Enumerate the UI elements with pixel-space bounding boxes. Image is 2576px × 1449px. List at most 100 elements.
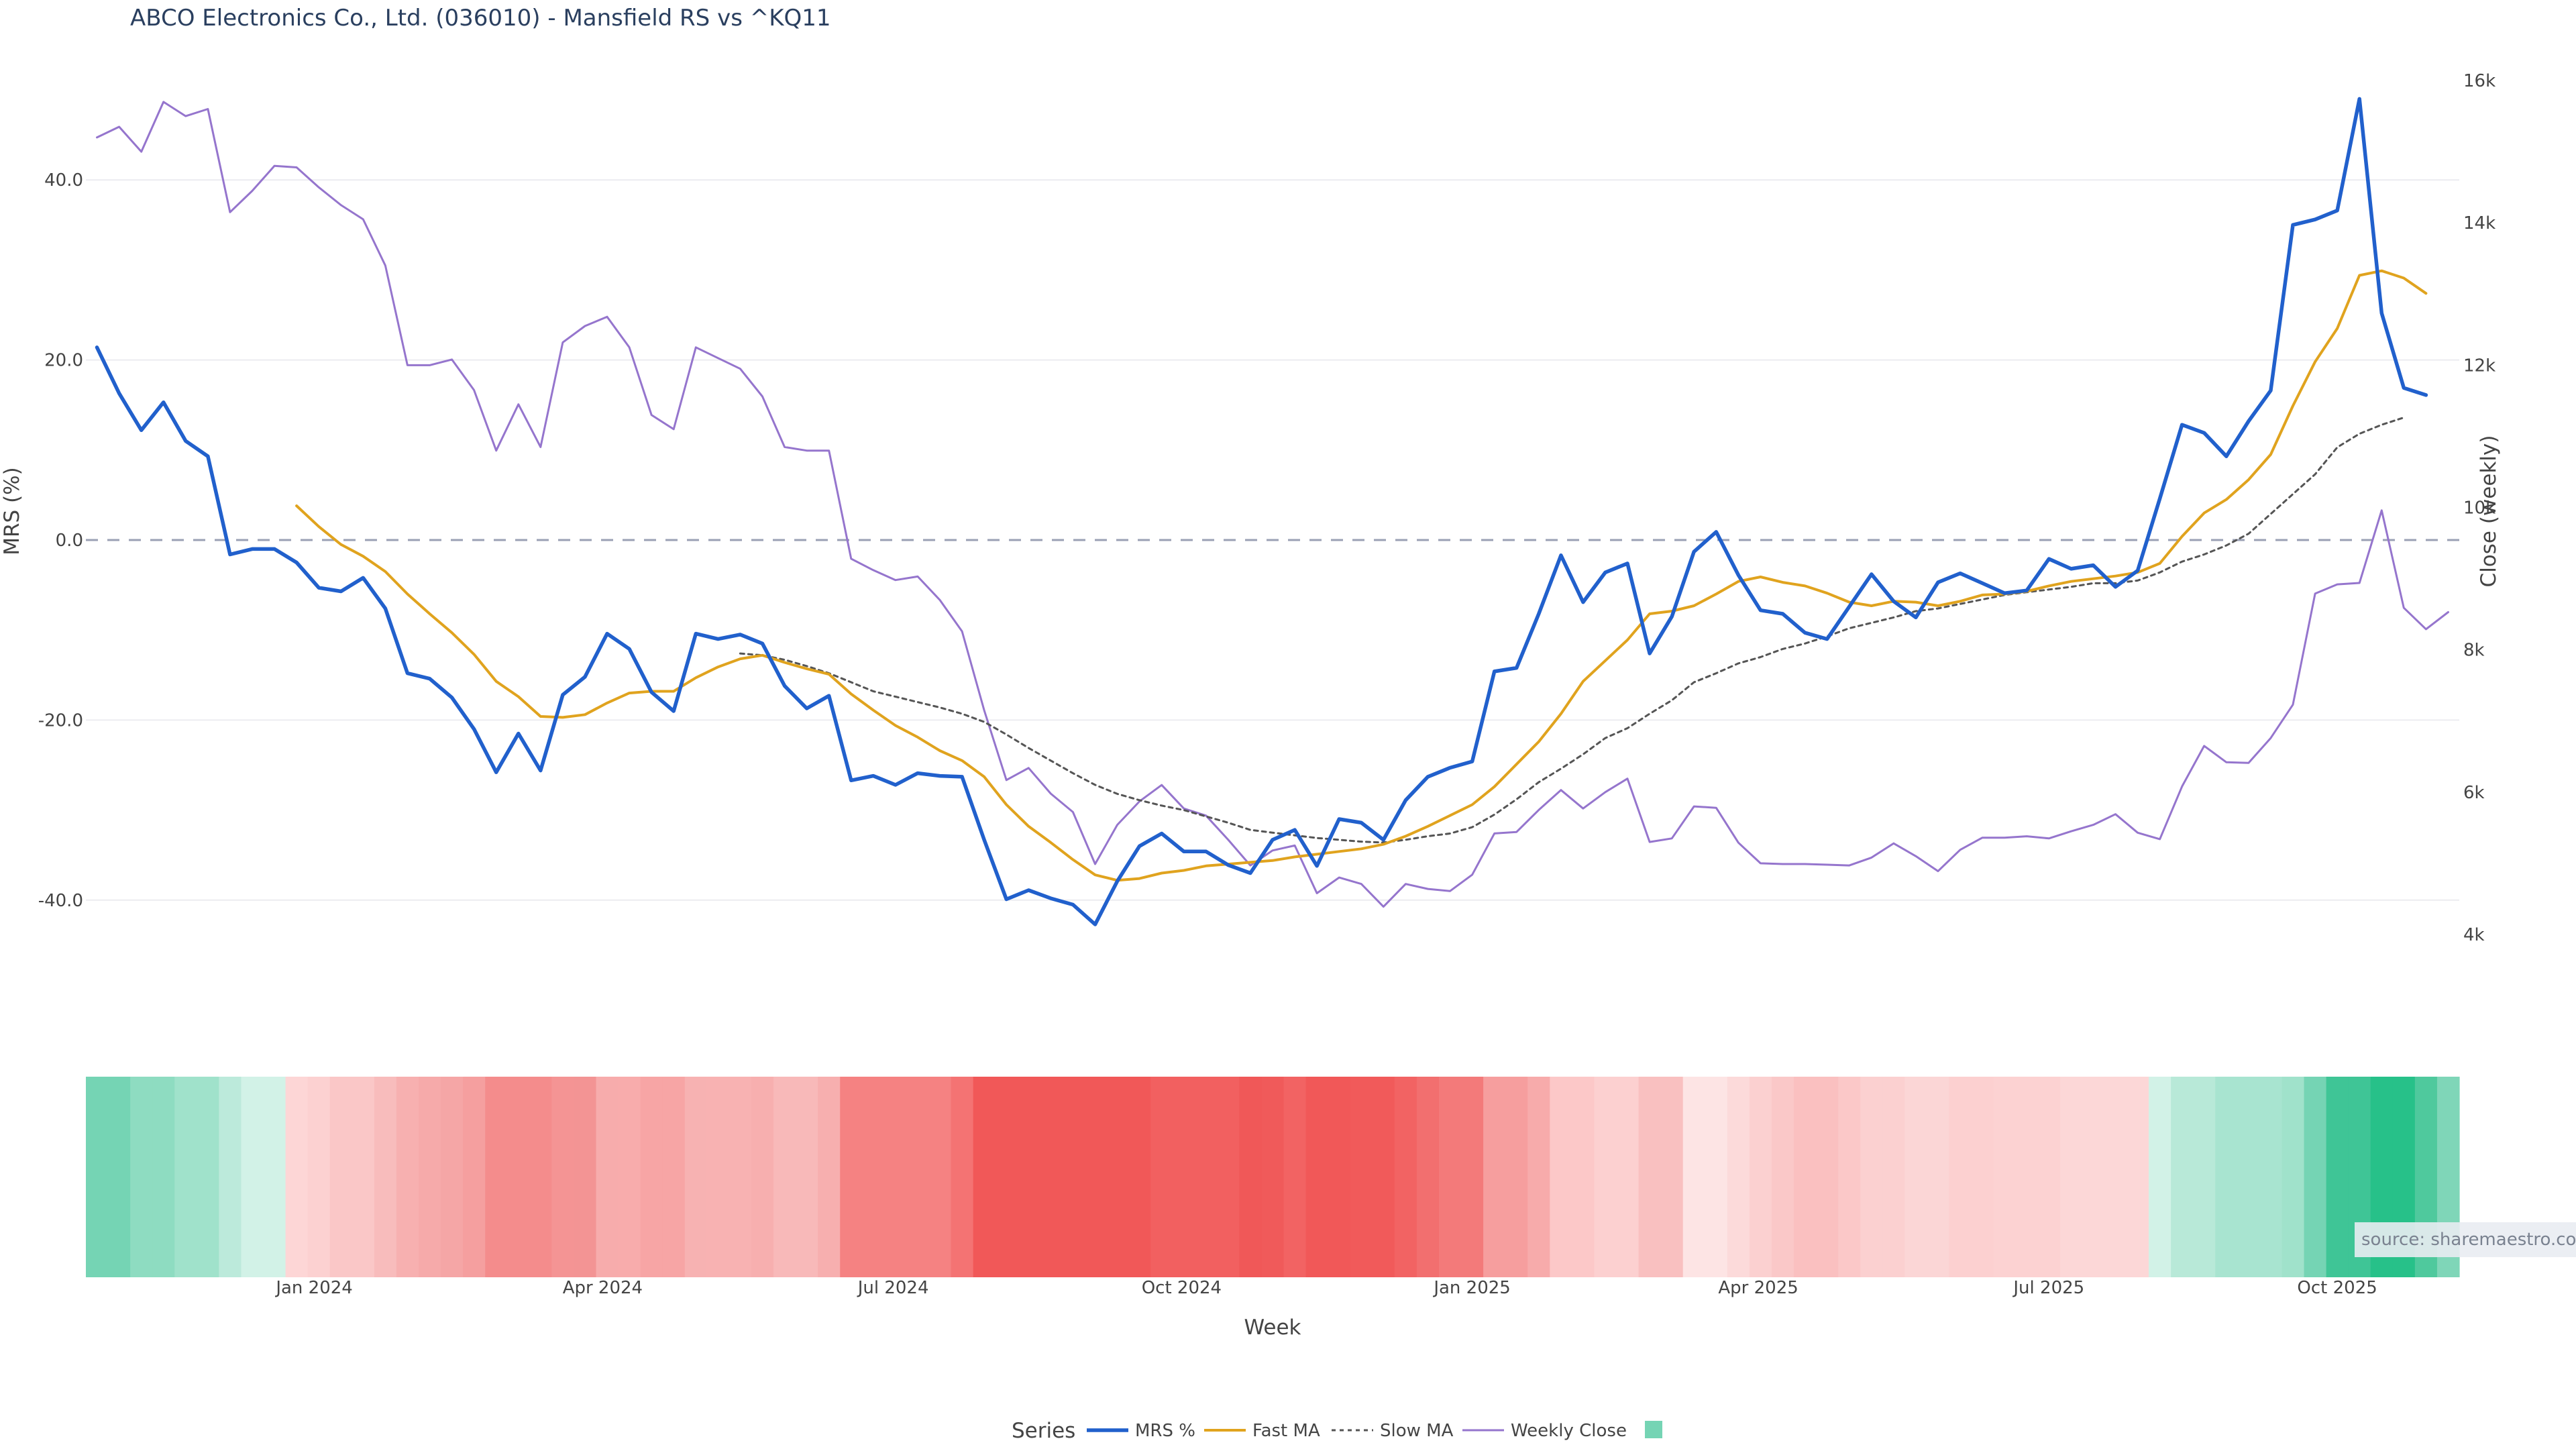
heatmap-cell — [1638, 1077, 1662, 1277]
heatmap-cell — [329, 1077, 353, 1277]
heatmap-cell — [374, 1077, 397, 1277]
heatmap-cell — [662, 1077, 686, 1277]
heatmap-cell — [174, 1077, 197, 1277]
x-tick-label: Jan 2025 — [1432, 1278, 1511, 1298]
heatmap-cell — [1927, 1077, 1950, 1277]
heatmap-cell — [1705, 1077, 1728, 1277]
series-line-fast-ma — [295, 269, 2428, 882]
heatmap-cell — [1838, 1077, 1861, 1277]
heatmap-cell — [684, 1077, 708, 1277]
series-line-mrs — [95, 97, 2428, 926]
left-tick-label: 0.0 — [56, 531, 83, 551]
series-line-weekly-close — [96, 101, 2449, 908]
heatmap-cell — [1904, 1077, 1928, 1277]
heatmap-cell — [86, 1077, 109, 1277]
source-box — [2355, 1222, 2576, 1257]
heatmap-cell — [2149, 1077, 2171, 1277]
heatmap-cell — [2015, 1077, 2039, 1277]
legend: Series MRS % Fast MA Slow MA Weekly Close — [1012, 1419, 1662, 1443]
heatmap-cell — [1438, 1077, 1462, 1277]
heatmap-cell — [108, 1077, 131, 1277]
heatmap-cell — [729, 1077, 752, 1277]
heatmap-cell — [2326, 1077, 2349, 1277]
legend-heatmap-swatch — [1645, 1421, 1662, 1438]
heatmap-cell — [796, 1077, 818, 1277]
heatmap-cell — [1195, 1077, 1218, 1277]
heatmap-cell — [2082, 1077, 2105, 1277]
heatmap-cell — [1173, 1077, 1195, 1277]
legend-label: MRS % — [1135, 1421, 1195, 1441]
heatmap-cell — [396, 1077, 419, 1277]
heatmap-cell — [751, 1077, 774, 1277]
heatmap-cell — [1749, 1077, 1772, 1277]
heatmap-cell — [818, 1077, 841, 1277]
heatmap-cell — [773, 1077, 796, 1277]
x-tick-label: Jul 2024 — [857, 1278, 929, 1298]
left-tick-label: 20.0 — [44, 351, 83, 371]
left-tick-label: -20.0 — [38, 710, 83, 731]
right-tick-label: 8k — [2463, 641, 2485, 661]
heatmap-cell — [840, 1077, 863, 1277]
grid-lines — [86, 179, 2459, 901]
heatmap-cell — [596, 1077, 619, 1277]
heatmap-cell — [2304, 1077, 2327, 1277]
heatmap-cell — [1394, 1077, 1417, 1277]
heatmap-cell — [1217, 1077, 1240, 1277]
heatmap-cell — [951, 1077, 974, 1277]
x-tick-label: Oct 2025 — [2297, 1278, 2377, 1298]
source-label: source: sharemaestro.com — [2361, 1230, 2576, 1250]
heatmap-cell — [1416, 1077, 1440, 1277]
heatmap-cell — [2127, 1077, 2149, 1277]
right-tick-label: 10k — [2463, 498, 2496, 519]
legend-title: Series — [1012, 1419, 1075, 1443]
heatmap-cell — [618, 1077, 641, 1277]
heatmap-cell — [1616, 1077, 1640, 1277]
heatmap-cell — [197, 1077, 219, 1277]
heatmap-cell — [1350, 1077, 1373, 1277]
series-lines — [95, 97, 2449, 926]
heatmap-cell — [2037, 1077, 2061, 1277]
x-tick-label: Jul 2025 — [2012, 1278, 2084, 1298]
heatmap-cell — [1017, 1077, 1040, 1277]
right-axis-ticks: 16k 14k 12k 10k 8k 6k 4k — [2463, 71, 2496, 945]
heatmap-cell — [2059, 1077, 2083, 1277]
heatmap-cell — [1572, 1077, 1595, 1277]
heatmap-cell — [973, 1077, 996, 1277]
legend-label: Weekly Close — [1511, 1421, 1627, 1441]
heatmap-cell — [1061, 1077, 1085, 1277]
right-tick-label: 14k — [2463, 213, 2496, 233]
left-axis-title: MRS (%) — [0, 467, 24, 555]
heatmap-cell — [1283, 1077, 1307, 1277]
left-tick-label: 40.0 — [44, 170, 83, 191]
heatmap-cell — [1660, 1077, 1684, 1277]
heatmap-cell — [1682, 1077, 1706, 1277]
heatmap-cell — [1328, 1077, 1351, 1277]
legend-label: Slow MA — [1380, 1421, 1454, 1441]
heatmap-cell — [1128, 1077, 1151, 1277]
heatmap-cell — [263, 1077, 286, 1277]
heatmap-cell — [1993, 1077, 2017, 1277]
heatmap-cell — [906, 1077, 930, 1277]
right-axis-title: Close (weekly) — [2477, 435, 2501, 588]
heatmap-cell — [640, 1077, 663, 1277]
heatmap-cell — [1527, 1077, 1550, 1277]
heatmap-cell — [1039, 1077, 1063, 1277]
heatmap-cell — [507, 1077, 530, 1277]
heatmap-cell — [285, 1077, 309, 1277]
heatmap-cell — [463, 1077, 486, 1277]
heatmap-cell — [2282, 1077, 2305, 1277]
x-axis-ticks: Jan 2024 Apr 2024 Jul 2024 Oct 2024 Jan 2025… — [274, 1278, 2377, 1298]
heatmap-cell — [1794, 1077, 1817, 1277]
heatmap-cell — [2237, 1077, 2261, 1277]
heatmap-cell — [352, 1077, 375, 1277]
series-line-slow-ma — [739, 417, 2405, 844]
heatmap-cell — [529, 1077, 552, 1277]
x-tick-label: Apr 2024 — [563, 1278, 643, 1298]
x-axis-title: Week — [1244, 1316, 1301, 1340]
heatmap-cell — [1882, 1077, 1905, 1277]
heatmap-cell — [2259, 1077, 2283, 1277]
right-tick-label: 4k — [2463, 925, 2485, 945]
left-tick-label: -40.0 — [38, 891, 83, 911]
legend-label: Fast MA — [1252, 1421, 1320, 1441]
